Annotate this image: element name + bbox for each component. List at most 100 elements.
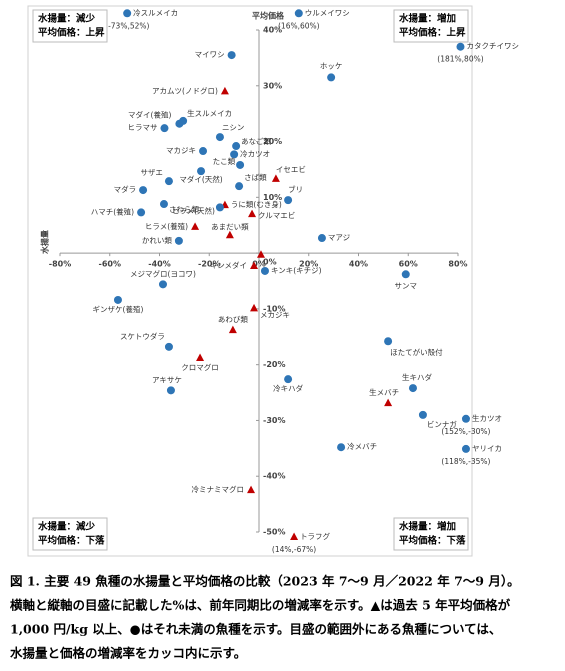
point-label: マダラ: [114, 184, 137, 194]
point: [401, 270, 410, 279]
x-tick-label: -40%: [148, 260, 170, 269]
x-tick-label: -20%: [198, 260, 220, 269]
point-label: マカジキ: [166, 146, 196, 155]
point: [199, 147, 208, 156]
point: [228, 325, 237, 334]
point-note: (-73%,52%): [105, 21, 149, 30]
point-label: ヒラメ(天然): [172, 205, 215, 215]
quadrant-box: [32, 9, 108, 43]
point: [175, 119, 184, 128]
point: [227, 51, 236, 60]
x-tick-label: 0%: [252, 260, 266, 269]
point-label: たこ類: [213, 156, 236, 166]
quadrant-label: 平均価格：下落: [399, 535, 466, 547]
point: [384, 337, 393, 346]
point: [317, 234, 326, 243]
quadrant-box: [393, 517, 469, 551]
quadrant-label: 水揚量：増加: [399, 521, 456, 533]
point-label: あまだい類: [211, 221, 249, 231]
point-label: あわび類: [218, 314, 248, 324]
x-tick-label: 80%: [448, 260, 467, 269]
point: [196, 353, 205, 361]
point-label: ニシン: [222, 123, 245, 132]
point-note: (16%,60%): [278, 21, 320, 30]
caption: 1,000 円/kg 以上、●はそれ未満の魚種を示す。目盛の範囲外にある魚種につ…: [10, 622, 501, 637]
point-label: クロマグロ: [181, 362, 219, 372]
point-label: ヒラマサ: [127, 123, 157, 132]
x-tick-label: 20%: [299, 260, 318, 269]
frame: [27, 5, 473, 557]
point: [337, 443, 346, 452]
point: [456, 42, 465, 51]
point: [250, 261, 259, 269]
quadrant-label: 平均価格：上昇: [38, 27, 105, 39]
quadrant-label: 平均価格：下落: [38, 535, 105, 547]
point: [290, 532, 299, 541]
point-label: 生メバチ: [369, 387, 399, 397]
point: [139, 186, 148, 195]
y-tick-label: -20%: [263, 360, 285, 369]
point-label: 冷カツオ: [240, 148, 270, 158]
point: [384, 398, 393, 407]
point-label: アカムツ(ノドグロ): [152, 85, 218, 95]
point-label: マイワシ: [195, 50, 225, 59]
point: [164, 177, 173, 186]
point-label: 冷キハダ: [273, 383, 303, 393]
point-label: アキサケ: [152, 375, 182, 384]
quadrant-box: [32, 517, 108, 551]
point: [137, 208, 146, 217]
point-label: 生スルメイカ: [187, 108, 232, 118]
point-label: さば類: [244, 172, 267, 182]
point: [230, 150, 239, 159]
point: [418, 410, 427, 419]
y-tick-label: 30%: [263, 81, 282, 90]
point-label: ヒラメ(養殖): [145, 221, 188, 231]
point-label: 冷ミナミマグロ: [192, 484, 245, 494]
point: [166, 386, 175, 395]
point: [159, 200, 168, 209]
point-label: かれい類: [142, 235, 172, 245]
point-label: 冷メバチ: [347, 441, 377, 451]
point-label: サザエ: [140, 168, 163, 177]
point-note: (152%,-30%): [441, 427, 490, 436]
point-label: ハマチ(養殖): [91, 206, 134, 216]
point-label: サンマ: [395, 281, 418, 290]
point: [174, 236, 183, 245]
point: [271, 174, 280, 182]
y-tick-label: -30%: [263, 416, 285, 425]
point-label: ほたてがい殻付: [390, 347, 443, 357]
point: [235, 182, 244, 191]
quadrant-label: 水揚量：増加: [399, 13, 456, 25]
point: [197, 167, 206, 176]
point-label: キンキ(キチジ): [271, 266, 322, 275]
point-note: (14%,-67%): [272, 545, 316, 554]
point: [215, 203, 224, 212]
point-label: ビンナガ: [427, 419, 457, 429]
point: [232, 142, 241, 151]
y-tick-label: 20%: [263, 137, 282, 146]
x-axis-label: 水揚量: [40, 230, 50, 255]
point-label: 生キハダ: [402, 372, 432, 382]
point: [408, 384, 417, 393]
point-label: ギンザケ(養殖): [93, 304, 144, 314]
point-label: メカジキ: [260, 310, 290, 319]
quadrant-box: [393, 9, 469, 43]
point: [260, 266, 269, 275]
y-tick-label: 40%: [263, 26, 282, 35]
y-tick-label: 10%: [263, 193, 282, 202]
point-label: カタクチイワシ: [466, 42, 519, 51]
point-note: (181%,80%): [437, 55, 483, 64]
point: [461, 414, 470, 423]
point: [164, 342, 173, 351]
point: [294, 9, 303, 18]
point: [158, 280, 167, 289]
point: [113, 295, 122, 304]
point: [160, 124, 169, 133]
point: [327, 73, 336, 82]
point-label: ヤリイカ: [472, 444, 502, 453]
point: [250, 303, 259, 312]
quadrant-label: 水揚量：減少: [38, 521, 96, 533]
point-label: メジマグロ(ヨコワ): [130, 268, 196, 278]
point-label: ブリ: [288, 184, 303, 194]
